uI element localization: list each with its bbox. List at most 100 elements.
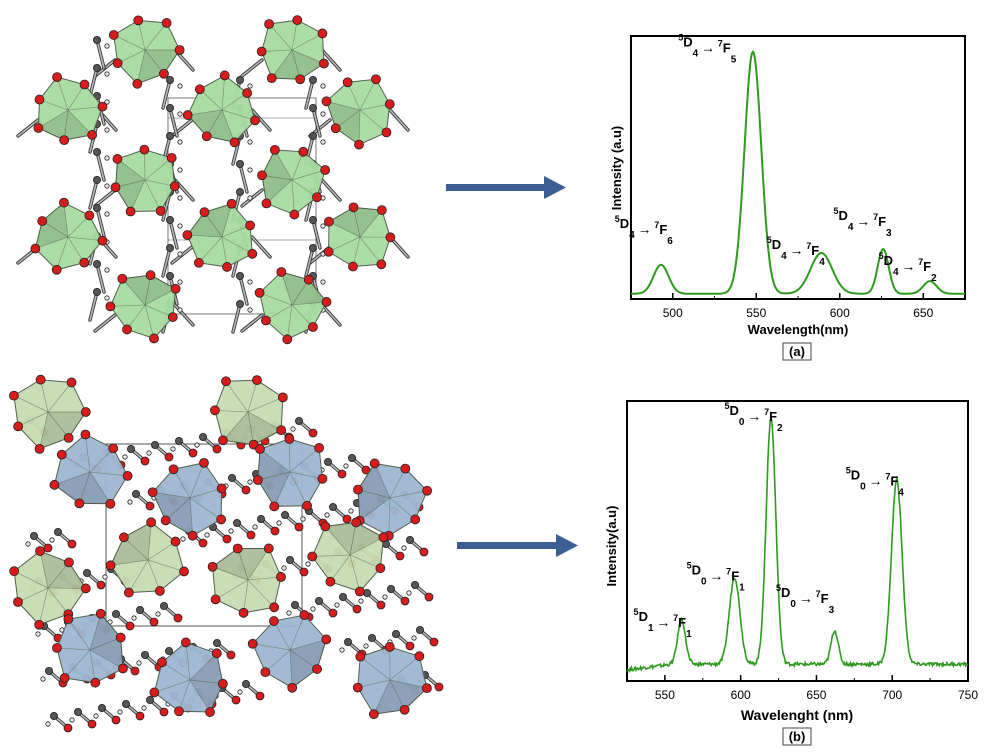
x-axis-label: Wavelength(nm)	[748, 322, 849, 337]
atom-icon	[180, 637, 191, 648]
atom-icon	[105, 560, 116, 571]
atom-icon	[67, 539, 77, 549]
coordination-polyhedron-icon	[311, 521, 384, 593]
atom-icon	[166, 152, 177, 163]
atom-icon	[348, 202, 359, 213]
atom-icon	[235, 76, 244, 85]
atom-icon	[140, 651, 149, 660]
atom-icon	[367, 634, 376, 643]
atom-icon	[310, 606, 316, 612]
atom-icon	[363, 643, 369, 649]
atom-icon	[378, 532, 389, 543]
atom-icon	[146, 450, 152, 456]
panel-label: (a)	[789, 344, 805, 359]
atom-icon	[59, 197, 69, 208]
atom-icon	[353, 484, 363, 495]
atom-icon	[227, 473, 236, 482]
atom-icon	[312, 192, 322, 203]
atom-icon	[104, 43, 110, 49]
atom-icon	[411, 635, 417, 641]
atom-icon	[284, 433, 295, 444]
atom-icon	[205, 707, 215, 717]
atom-icon	[96, 580, 106, 590]
atom-icon	[295, 74, 306, 85]
atom-icon	[354, 586, 365, 597]
atom-icon	[159, 602, 168, 611]
atom-icon	[228, 528, 234, 534]
atom-icon	[320, 83, 326, 89]
atom-icon	[52, 643, 62, 653]
atom-icon	[303, 274, 314, 285]
atom-icon	[247, 479, 253, 485]
x-tick-label: 650	[806, 688, 826, 702]
atom-icon	[84, 210, 95, 221]
atom-icon	[252, 524, 258, 530]
atom-icon	[324, 216, 334, 227]
atom-icon	[386, 585, 395, 594]
transition-label: 5D4 → 7F5	[678, 33, 737, 66]
atom-icon	[127, 444, 136, 453]
atom-icon	[199, 457, 209, 468]
atom-icon	[104, 71, 110, 77]
atom-icon	[238, 607, 249, 618]
atom-icon	[338, 593, 347, 602]
atom-icon	[302, 500, 312, 511]
atom-icon	[247, 307, 253, 313]
atom-icon	[305, 561, 311, 567]
atom-icon	[342, 77, 353, 88]
atom-icon	[133, 15, 144, 26]
atom-icon	[131, 615, 137, 621]
atom-icon	[235, 187, 244, 196]
atom-icon	[170, 283, 181, 294]
atom-icon	[93, 287, 102, 296]
emission-spectrum-a: 500 550 600 650 5D4 → 7F6 5D4 → 7F5 5D4 → 7F4…	[609, 33, 966, 361]
atom-icon	[308, 104, 317, 113]
atom-icon	[429, 637, 439, 647]
atom-icon	[118, 663, 128, 674]
atom-icon	[165, 104, 174, 113]
atom-icon	[352, 682, 363, 693]
atom-icon	[376, 259, 387, 270]
atom-icon	[164, 647, 173, 656]
atom-icon	[375, 563, 386, 574]
atom-icon	[104, 183, 110, 189]
atom-icon	[212, 444, 222, 454]
atom-icon	[369, 458, 380, 469]
x-tick-label: 550	[746, 306, 766, 320]
atom-icon	[135, 606, 144, 615]
atom-icon	[222, 262, 232, 272]
transition-label: 5D4 → 7F6	[615, 214, 674, 247]
plot-frame	[626, 400, 969, 682]
atom-icon	[229, 137, 240, 148]
atom-icon	[198, 538, 208, 548]
atom-icon	[52, 72, 62, 83]
atom-icon	[247, 139, 253, 145]
atom-icon	[286, 610, 292, 616]
atom-icon	[97, 235, 108, 246]
svg-text:5D0 → 7F3: 5D0 → 7F3	[776, 583, 835, 616]
atom-icon	[287, 682, 298, 693]
atom-icon	[424, 592, 434, 602]
atom-icon	[59, 673, 70, 683]
atom-icon	[328, 608, 338, 618]
coordination-polyhedron-icon	[56, 613, 124, 684]
atom-icon	[376, 205, 387, 216]
atom-icon	[165, 271, 174, 280]
atom-icon	[317, 473, 328, 484]
tb-coordination-network-icon	[16, 15, 410, 345]
atom-icon	[34, 443, 45, 454]
atom-icon	[246, 530, 256, 540]
atom-icon	[308, 215, 317, 224]
svg-text:5D4 → 7F3: 5D4 → 7F3	[834, 206, 893, 239]
atom-icon	[257, 170, 267, 181]
atom-icon	[276, 425, 287, 436]
coordination-polyhedron-icon	[152, 462, 223, 537]
svg-text:5D0 → 7F4: 5D0 → 7F4	[846, 465, 905, 498]
series-line	[626, 415, 969, 674]
atom-icon	[290, 426, 296, 432]
atom-icon	[280, 510, 289, 519]
atom-icon	[269, 616, 279, 626]
atom-icon	[131, 489, 140, 498]
atom-icon	[247, 83, 253, 89]
